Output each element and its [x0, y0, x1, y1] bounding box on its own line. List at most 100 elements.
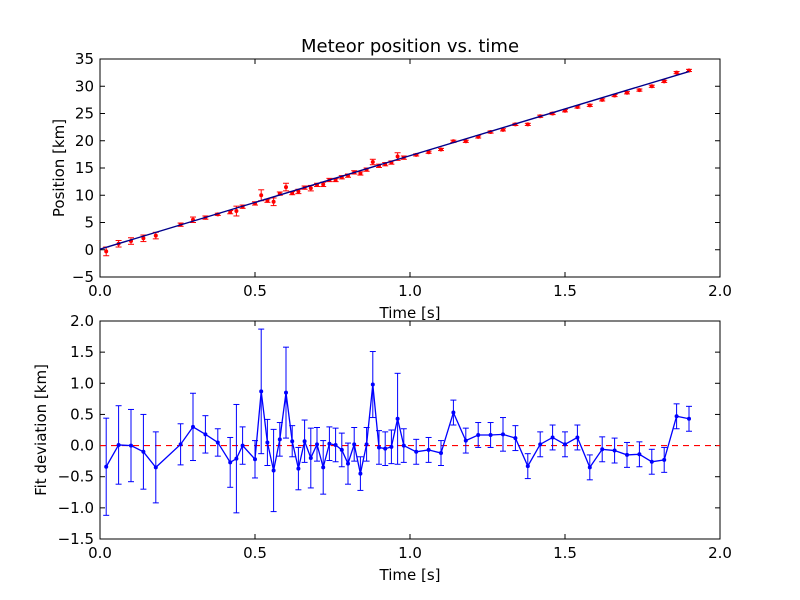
- position-chart-x-tick-label: 2.0: [708, 282, 732, 300]
- position-chart-data-point: [321, 182, 326, 187]
- deviation-chart-data-point: [439, 451, 443, 456]
- position-chart-data-point: [600, 97, 605, 102]
- deviation-chart-data-point: [277, 437, 282, 442]
- position-chart-y-tick-label: 25: [75, 105, 94, 123]
- deviation-chart-data-point: [364, 442, 369, 447]
- position-chart-data-point: [501, 127, 505, 132]
- deviation-chart-data-point: [265, 440, 270, 445]
- deviation-chart-data-point: [104, 464, 109, 469]
- deviation-chart-data-point: [513, 436, 518, 441]
- deviation-chart-data-point: [346, 461, 350, 466]
- deviation-chart-data-point: [315, 442, 319, 447]
- deviation-chart-data-point: [451, 410, 456, 415]
- position-chart-x-tick-label: 1.0: [398, 282, 422, 300]
- deviation-chart-x-tick-label: 0.5: [243, 544, 267, 562]
- deviation-chart-data-point: [284, 390, 288, 395]
- position-chart-y-axis-label: Position [km]: [50, 119, 68, 217]
- position-chart-data-point: [234, 209, 239, 214]
- deviation-chart-ticks: 0.0 0.5 1.0 1.5 2.0 −1.5 −1.0 −0.5 0.0 0.5 1.0 1.5 2…: [58, 312, 732, 562]
- deviation-chart-data-point: [308, 456, 313, 461]
- position-chart-y-tick-label: 30: [75, 77, 94, 95]
- deviation-chart-data-point: [129, 443, 133, 448]
- position-chart-y-tick-label: −5: [72, 268, 94, 286]
- position-chart-ticks: 0.0 0.5 1.0 1.5 2.0 −5 0 5 10 15 20 25 30 35: [72, 50, 732, 300]
- deviation-chart-data-point: [538, 442, 543, 447]
- position-chart-data-point: [228, 210, 233, 215]
- deviation-chart-data-point: [674, 414, 679, 419]
- deviation-chart-y-tick-label: −0.5: [58, 468, 94, 486]
- deviation-chart-x-tick-label: 0.0: [88, 544, 112, 562]
- position-chart-y-tick-label: 0: [84, 241, 94, 259]
- deviation-chart-data-point: [575, 435, 580, 440]
- deviation-chart-data-point: [563, 442, 567, 447]
- position-chart-marks: [99, 68, 692, 257]
- position-chart-data-point: [370, 160, 375, 165]
- deviation-chart-y-tick-label: −1.5: [58, 530, 94, 548]
- deviation-chart-data-point: [153, 465, 158, 470]
- deviation-chart-data-point: [488, 432, 493, 437]
- deviation-chart-data-point: [191, 424, 195, 429]
- deviation-chart-x-axis-label: Time [s]: [379, 566, 441, 584]
- position-chart-data-point: [625, 90, 629, 95]
- position-chart-data-point: [662, 79, 667, 84]
- position-chart-x-axis-label: Time [s]: [379, 304, 441, 322]
- position-chart-x-tick-label: 1.5: [553, 282, 577, 300]
- deviation-chart-data-point: [321, 465, 326, 470]
- deviation-chart-data-point: [259, 389, 264, 394]
- position-chart-data-point: [259, 193, 264, 198]
- deviation-chart-data-point: [463, 438, 468, 443]
- deviation-chart-data-point: [476, 432, 481, 437]
- deviation-chart-data-point: [116, 442, 121, 447]
- deviation-chart-data-point: [228, 460, 233, 465]
- deviation-chart-x-tick-label: 1.5: [553, 544, 577, 562]
- position-chart-data-point: [525, 122, 530, 127]
- position-chart-data-point: [284, 185, 288, 190]
- position-chart-y-tick-label: 35: [75, 50, 94, 68]
- position-chart-fit-line: [99, 70, 690, 250]
- deviation-chart-data-point: [271, 468, 276, 473]
- deviation-chart-data-point: [501, 432, 505, 437]
- deviation-chart-data-point: [178, 442, 183, 447]
- position-chart-x-tick-label: 0.5: [243, 282, 267, 300]
- position-chart-y-tick-label: 20: [75, 132, 94, 150]
- deviation-chart-data-point: [600, 447, 605, 452]
- deviation-chart-data-point: [426, 447, 431, 452]
- position-chart: Meteor position vs. time Time [s] Positi…: [50, 36, 732, 322]
- position-chart-y-tick-label: 15: [75, 159, 94, 177]
- deviation-chart-x-tick-label: 1.0: [398, 544, 422, 562]
- deviation-chart-y-tick-label: −1.0: [58, 499, 94, 517]
- deviation-chart-data-point: [414, 449, 419, 454]
- position-chart-data-point: [637, 88, 642, 93]
- position-chart-y-tick-label: 5: [84, 214, 94, 232]
- position-chart-data-point: [358, 171, 363, 176]
- position-chart-data-point: [439, 147, 443, 152]
- deviation-chart-data-point: [687, 416, 691, 421]
- deviation-chart-y-tick-label: 1.5: [70, 343, 94, 361]
- position-chart-data-point: [395, 154, 400, 159]
- deviation-chart-data-point: [339, 447, 344, 452]
- deviation-chart-y-tick-label: 0.5: [70, 405, 94, 423]
- position-chart-data-point: [296, 189, 301, 194]
- deviation-chart-data-point: [612, 448, 617, 453]
- deviation-chart-data-point: [290, 439, 295, 444]
- deviation-chart-y-tick-label: 1.0: [70, 374, 94, 392]
- deviation-chart-data-point: [662, 457, 667, 462]
- deviation-chart-data-point: [253, 457, 257, 462]
- deviation-chart-data-point: [333, 442, 338, 447]
- position-chart-data-point: [141, 236, 146, 241]
- deviation-chart-data-point: [395, 416, 400, 421]
- position-chart-data-point: [587, 103, 592, 108]
- position-chart-data-point: [674, 70, 679, 75]
- position-chart-data-point: [153, 233, 158, 238]
- deviation-chart-data-point: [327, 441, 332, 446]
- deviation-chart-data-point: [352, 442, 357, 447]
- deviation-chart-data-point: [389, 444, 394, 449]
- deviation-chart-data-point: [302, 439, 307, 444]
- deviation-chart-data-point: [377, 445, 381, 450]
- deviation-chart-data-point: [401, 443, 406, 448]
- deviation-chart-data-point: [234, 456, 239, 461]
- deviation-chart-data-point: [240, 443, 245, 448]
- position-chart-data-point: [649, 84, 654, 89]
